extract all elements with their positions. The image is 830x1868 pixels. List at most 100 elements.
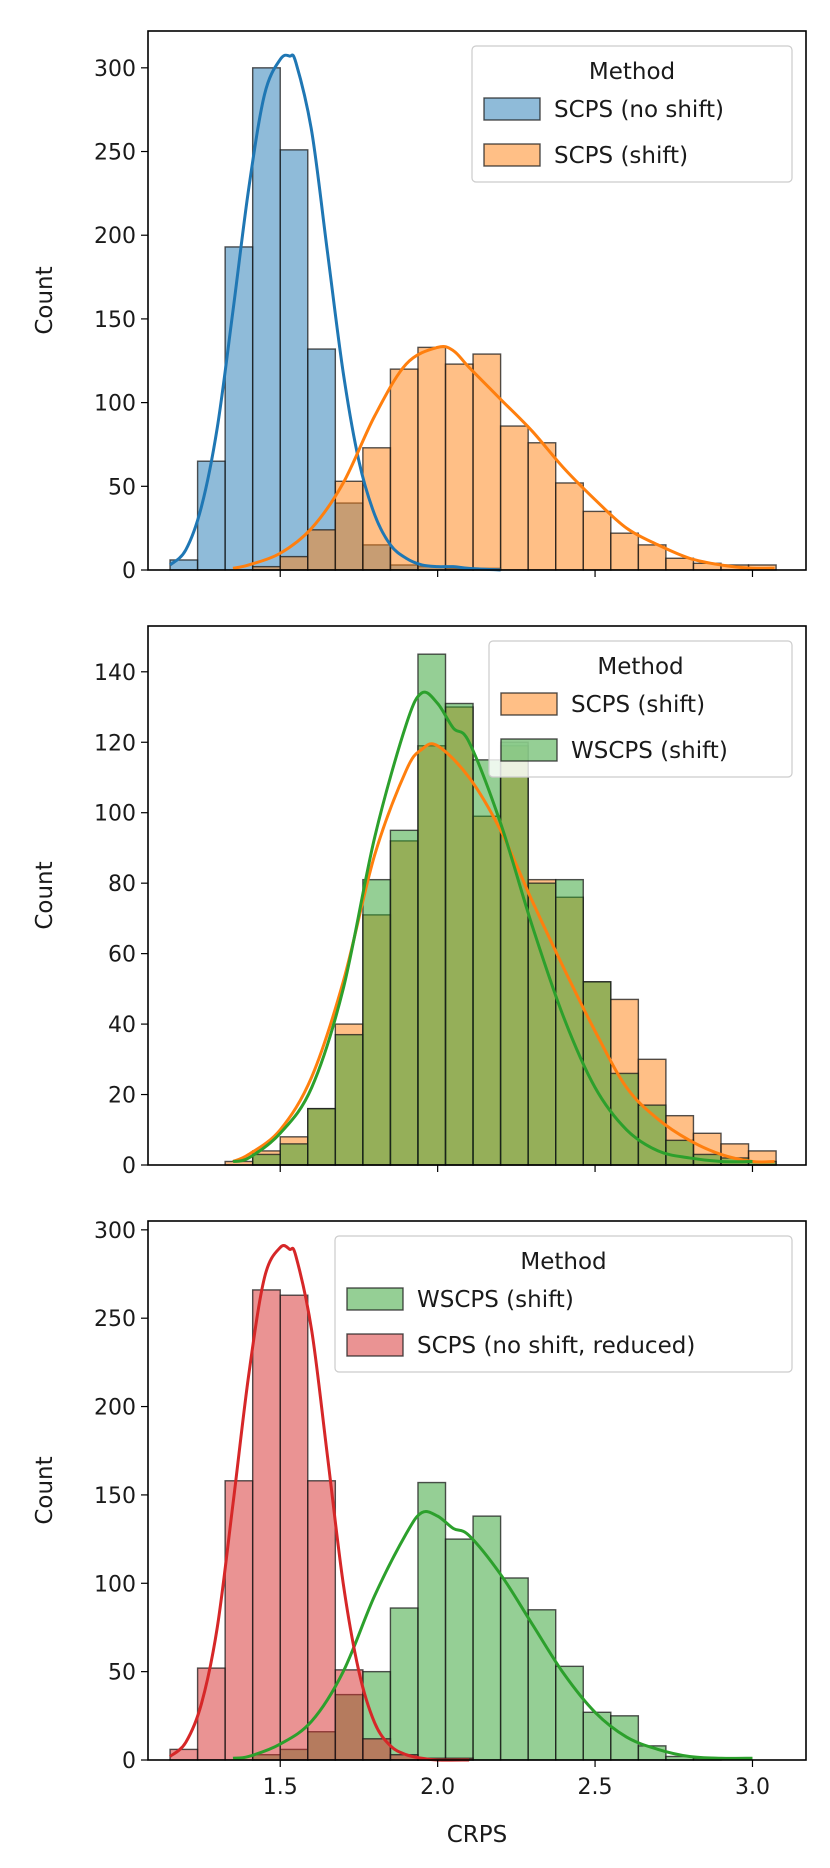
x-axis-label: CRPS bbox=[447, 1822, 508, 1848]
histogram-bar bbox=[389, 1607, 419, 1761]
histogram-bar bbox=[196, 460, 226, 571]
y-tick-label: 100 bbox=[94, 802, 136, 827]
histogram-bar bbox=[555, 878, 584, 1166]
histogram-bar bbox=[555, 482, 584, 571]
legend: Method SCPS (no shift) SCPS (shift) bbox=[471, 45, 793, 183]
legend-label: WSCPS (shift) bbox=[417, 1287, 574, 1313]
axes-frame bbox=[147, 30, 807, 571]
histogram-bar bbox=[417, 653, 447, 1166]
histogram-bar bbox=[499, 425, 529, 571]
histogram-bar bbox=[665, 557, 695, 571]
y-tick-label: 50 bbox=[108, 1661, 136, 1686]
histogram-bar bbox=[444, 363, 474, 571]
histogram-bar bbox=[334, 1033, 364, 1166]
legend-frame bbox=[471, 45, 793, 183]
y-tick-label: 200 bbox=[94, 1396, 136, 1421]
histogram-bar bbox=[499, 1577, 529, 1761]
histogram-bar bbox=[251, 1289, 281, 1761]
histogram-bar bbox=[417, 346, 447, 571]
histogram-panel-2: 0 20 40 60 80 100 120 140 Count Method SCPS (shift… bbox=[32, 625, 807, 1179]
kde-line bbox=[169, 1244, 470, 1762]
y-tick-label: 120 bbox=[94, 731, 136, 756]
histogram-bar bbox=[582, 1711, 612, 1761]
legend: Method WSCPS (shift) SCPS (no shift, reduc… bbox=[334, 1235, 793, 1373]
legend-swatch bbox=[346, 1333, 404, 1357]
histogram-bar bbox=[224, 246, 254, 571]
histogram-bar bbox=[499, 741, 529, 1166]
histogram-panel-3: 0 50 100 150 200 250 300 1.5 2.0 2.5 3.0 Count CRPS M… bbox=[32, 1219, 807, 1848]
histogram-bar bbox=[362, 447, 392, 571]
histogram-bar bbox=[527, 1609, 557, 1761]
x-tick-label: 2.0 bbox=[420, 1775, 455, 1800]
y-tick-label: 150 bbox=[94, 1484, 136, 1509]
histogram-bar bbox=[472, 1515, 502, 1761]
histogram-bar bbox=[610, 1715, 640, 1761]
histogram-bar bbox=[665, 1139, 695, 1166]
histogram-bar bbox=[637, 544, 667, 571]
histogram-bar bbox=[389, 829, 419, 1166]
histogram-bar bbox=[279, 149, 309, 571]
x-tick-label: 3.0 bbox=[735, 1775, 770, 1800]
y-tick-label: 100 bbox=[94, 1572, 136, 1597]
y-tick-label: 200 bbox=[94, 224, 136, 249]
y-tick-label: 100 bbox=[94, 392, 136, 417]
kde-line bbox=[232, 1510, 753, 1760]
y-tick-label: 0 bbox=[122, 559, 136, 584]
histogram-bar bbox=[362, 878, 392, 1166]
histogram-bar bbox=[307, 1480, 337, 1761]
histogram-bar bbox=[472, 353, 502, 571]
histogram-bar bbox=[527, 442, 557, 571]
histogram-bar bbox=[417, 1481, 447, 1761]
legend-label: SCPS (no shift) bbox=[554, 97, 724, 123]
histogram-bar bbox=[251, 1153, 281, 1166]
axes-frame bbox=[147, 625, 807, 1166]
legend-title: Method bbox=[589, 59, 675, 85]
histogram-bar bbox=[610, 532, 640, 571]
kde-line bbox=[169, 53, 501, 572]
legend-label: WSCPS (shift) bbox=[571, 738, 728, 764]
y-axis-label: Count bbox=[32, 861, 58, 929]
legend-swatch bbox=[500, 738, 558, 762]
axes-frame bbox=[147, 1220, 807, 1761]
kde-line bbox=[232, 742, 775, 1164]
series-bars-2 bbox=[251, 346, 777, 571]
legend-label: SCPS (shift) bbox=[554, 143, 688, 169]
histogram-bar bbox=[279, 1294, 309, 1761]
legend-frame bbox=[334, 1235, 793, 1373]
legend: Method SCPS (shift) WSCPS (shift) bbox=[488, 640, 793, 778]
y-tick-label: 140 bbox=[94, 661, 136, 686]
x-tick-label: 1.5 bbox=[263, 1775, 298, 1800]
legend-swatch bbox=[346, 1287, 404, 1311]
histogram-panel-1: 0 50 100 150 200 250 300 Count Method SCPS (no sh… bbox=[32, 30, 807, 584]
y-tick-label: 0 bbox=[122, 1749, 136, 1774]
legend-label: SCPS (no shift, reduced) bbox=[417, 1333, 695, 1359]
y-tick-label: 40 bbox=[108, 1013, 136, 1038]
y-tick-label: 20 bbox=[108, 1084, 136, 1109]
histogram-bar bbox=[307, 529, 337, 571]
histogram-bar bbox=[637, 1104, 667, 1166]
histogram-bar bbox=[582, 510, 612, 571]
histogram-bar bbox=[279, 555, 309, 571]
legend-label: SCPS (shift) bbox=[571, 692, 705, 718]
y-tick-label: 250 bbox=[94, 141, 136, 166]
series-bars-2 bbox=[169, 1289, 474, 1761]
legend-title: Method bbox=[520, 1249, 606, 1275]
legend-swatch bbox=[483, 143, 541, 167]
y-tick-label: 150 bbox=[94, 308, 136, 333]
histogram-bar bbox=[307, 1107, 337, 1166]
y-tick-label: 250 bbox=[94, 1307, 136, 1332]
histogram-bar bbox=[389, 368, 419, 571]
x-tick-label: 2.5 bbox=[578, 1775, 613, 1800]
histogram-bar bbox=[196, 1667, 226, 1761]
histogram-bar bbox=[334, 480, 364, 571]
y-tick-label: 60 bbox=[108, 943, 136, 968]
legend-title: Method bbox=[597, 654, 683, 680]
y-axis-label: Count bbox=[32, 1456, 58, 1524]
histogram-bar bbox=[444, 702, 474, 1166]
histogram-bar bbox=[279, 1143, 309, 1166]
legend-swatch bbox=[500, 692, 558, 716]
legend-frame bbox=[488, 640, 793, 778]
y-axis-label: Count bbox=[32, 266, 58, 334]
histogram-bar bbox=[444, 1538, 474, 1761]
